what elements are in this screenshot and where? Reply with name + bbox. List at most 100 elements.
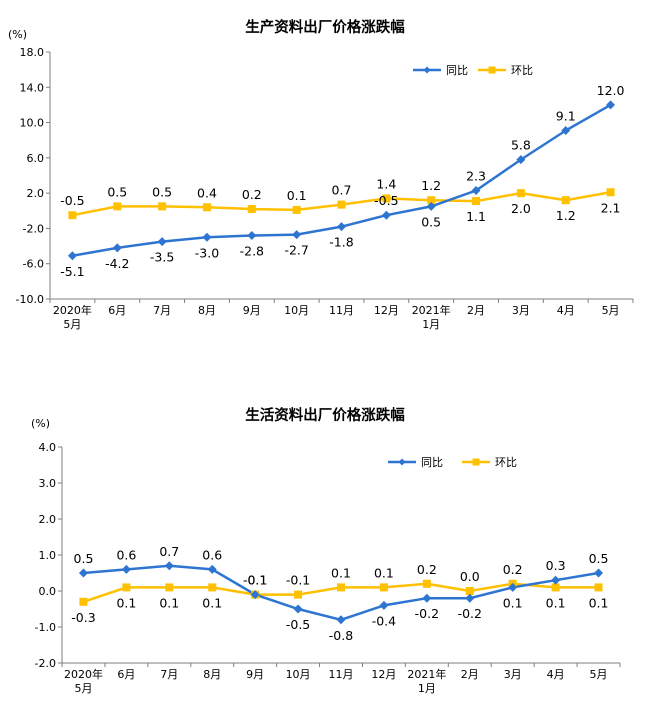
data-point-mom xyxy=(422,579,431,588)
data-point-yoy xyxy=(381,210,391,220)
x-tick-label: 4月 xyxy=(557,304,575,317)
data-point-yoy xyxy=(112,243,122,253)
data-label-mom: 0.1 xyxy=(287,188,307,203)
legend-yoy-label: 同比 xyxy=(446,64,468,77)
x-tick-label: 8月 xyxy=(198,304,216,317)
y-tick-label: 4.0 xyxy=(39,441,57,454)
data-label-mom: 0.5 xyxy=(152,184,172,199)
data-label-yoy: 0.5 xyxy=(421,214,441,229)
x-tick-label: 11月 xyxy=(329,304,354,317)
data-point-yoy xyxy=(157,237,167,247)
x-tick-label: 8月 xyxy=(203,668,221,681)
data-label-yoy: -2.8 xyxy=(240,243,264,258)
data-point-yoy xyxy=(250,590,260,600)
legend: 同比 环比 xyxy=(388,456,517,469)
data-point-yoy xyxy=(78,568,88,578)
data-label-yoy: -5.1 xyxy=(60,264,84,279)
data-label-yoy: -2.7 xyxy=(284,243,308,258)
data-point-mom xyxy=(79,597,88,606)
y-tick-label: 18.0 xyxy=(20,46,45,59)
data-label-mom: 0.5 xyxy=(107,184,127,199)
x-tick-label: 7月 xyxy=(153,304,171,317)
data-point-mom xyxy=(561,196,570,205)
legend-mom-marker-icon xyxy=(488,66,496,74)
data-point-mom xyxy=(165,583,174,592)
data-label-yoy: -0.2 xyxy=(458,606,482,621)
data-label-mom: 0.1 xyxy=(116,595,136,610)
data-point-mom xyxy=(337,200,346,209)
x-tick-label: 11月 xyxy=(329,668,354,681)
y-tick-label: -6.0 xyxy=(23,258,44,271)
data-label-mom: 0.1 xyxy=(202,595,222,610)
data-label-yoy: 0.5 xyxy=(589,551,609,566)
y-tick-label: -1.0 xyxy=(35,621,56,634)
data-point-yoy xyxy=(606,100,616,110)
data-label-mom: -0.1 xyxy=(243,573,267,588)
data-point-yoy xyxy=(379,600,389,610)
data-point-mom xyxy=(472,197,481,206)
data-point-mom xyxy=(294,590,303,599)
x-tick-label: 7月 xyxy=(160,668,178,681)
data-point-yoy xyxy=(164,561,174,571)
data-label-yoy: 0.7 xyxy=(159,544,179,559)
data-point-mom xyxy=(427,196,436,205)
data-label-yoy: 9.1 xyxy=(556,109,576,124)
data-point-mom xyxy=(122,583,131,592)
data-point-yoy xyxy=(202,232,212,242)
data-point-yoy xyxy=(247,230,257,240)
data-point-mom xyxy=(516,189,525,198)
y-tick-label: 2.0 xyxy=(27,187,45,200)
y-tick-label: 1.0 xyxy=(39,549,57,562)
y-tick-label: 6.0 xyxy=(27,152,45,165)
x-tick-label: 9月 xyxy=(243,304,261,317)
data-point-mom xyxy=(379,583,388,592)
data-point-yoy xyxy=(207,564,217,574)
data-label-yoy: -0.2 xyxy=(415,606,439,621)
data-point-yoy xyxy=(422,593,432,603)
x-tick-label: 5月 xyxy=(74,682,92,695)
data-point-mom xyxy=(292,205,301,214)
y-tick-label: 10.0 xyxy=(20,117,45,130)
data-label-mom: 1.2 xyxy=(421,178,441,193)
data-label-mom: 0.7 xyxy=(332,183,352,198)
data-point-mom xyxy=(382,194,391,203)
data-label-yoy: -0.1 xyxy=(243,573,267,588)
x-tick-label: 2021年 xyxy=(412,303,451,317)
data-label-yoy: 0.3 xyxy=(546,558,566,573)
x-tick-label: 5月 xyxy=(590,668,608,681)
data-label-mom: -0.3 xyxy=(71,610,95,625)
legend-mom-label: 环比 xyxy=(495,456,517,469)
data-label-mom: 0.2 xyxy=(417,562,437,577)
data-point-yoy xyxy=(293,604,303,614)
legend-yoy-marker-icon xyxy=(398,458,406,466)
x-tick-label: 4月 xyxy=(547,668,565,681)
data-label-yoy: -0.4 xyxy=(372,613,396,628)
data-label-yoy: 0.6 xyxy=(116,547,136,562)
data-point-yoy xyxy=(121,564,131,574)
legend-yoy-marker-icon xyxy=(423,66,431,74)
data-label-yoy: 0.5 xyxy=(74,551,94,566)
chart-title: 生活资料出厂价格涨跌幅 xyxy=(245,406,405,424)
y-tick-label: 3.0 xyxy=(39,477,57,490)
y-tick-label: -2.0 xyxy=(23,222,44,235)
x-tick-label: 2月 xyxy=(461,668,479,681)
data-label-mom: -0.1 xyxy=(286,573,310,588)
data-label-mom: 0.2 xyxy=(503,562,523,577)
data-label-mom: 0.0 xyxy=(460,569,480,584)
data-point-yoy xyxy=(67,251,77,261)
data-point-mom xyxy=(551,583,560,592)
data-point-mom xyxy=(202,203,211,212)
data-point-mom xyxy=(337,583,345,592)
x-tick-label: 2020年 xyxy=(53,303,92,317)
data-label-yoy: 0.6 xyxy=(202,547,222,562)
data-label-mom: 2.0 xyxy=(511,201,531,216)
data-label-yoy: -3.0 xyxy=(195,245,219,260)
data-point-yoy xyxy=(465,593,475,603)
data-point-yoy xyxy=(551,575,561,585)
x-tick-label: 9月 xyxy=(246,668,264,681)
data-label-yoy: -3.5 xyxy=(150,250,174,265)
data-point-mom xyxy=(606,188,615,197)
legend-yoy-label: 同比 xyxy=(421,456,443,469)
data-label-mom: 0.1 xyxy=(159,595,179,610)
